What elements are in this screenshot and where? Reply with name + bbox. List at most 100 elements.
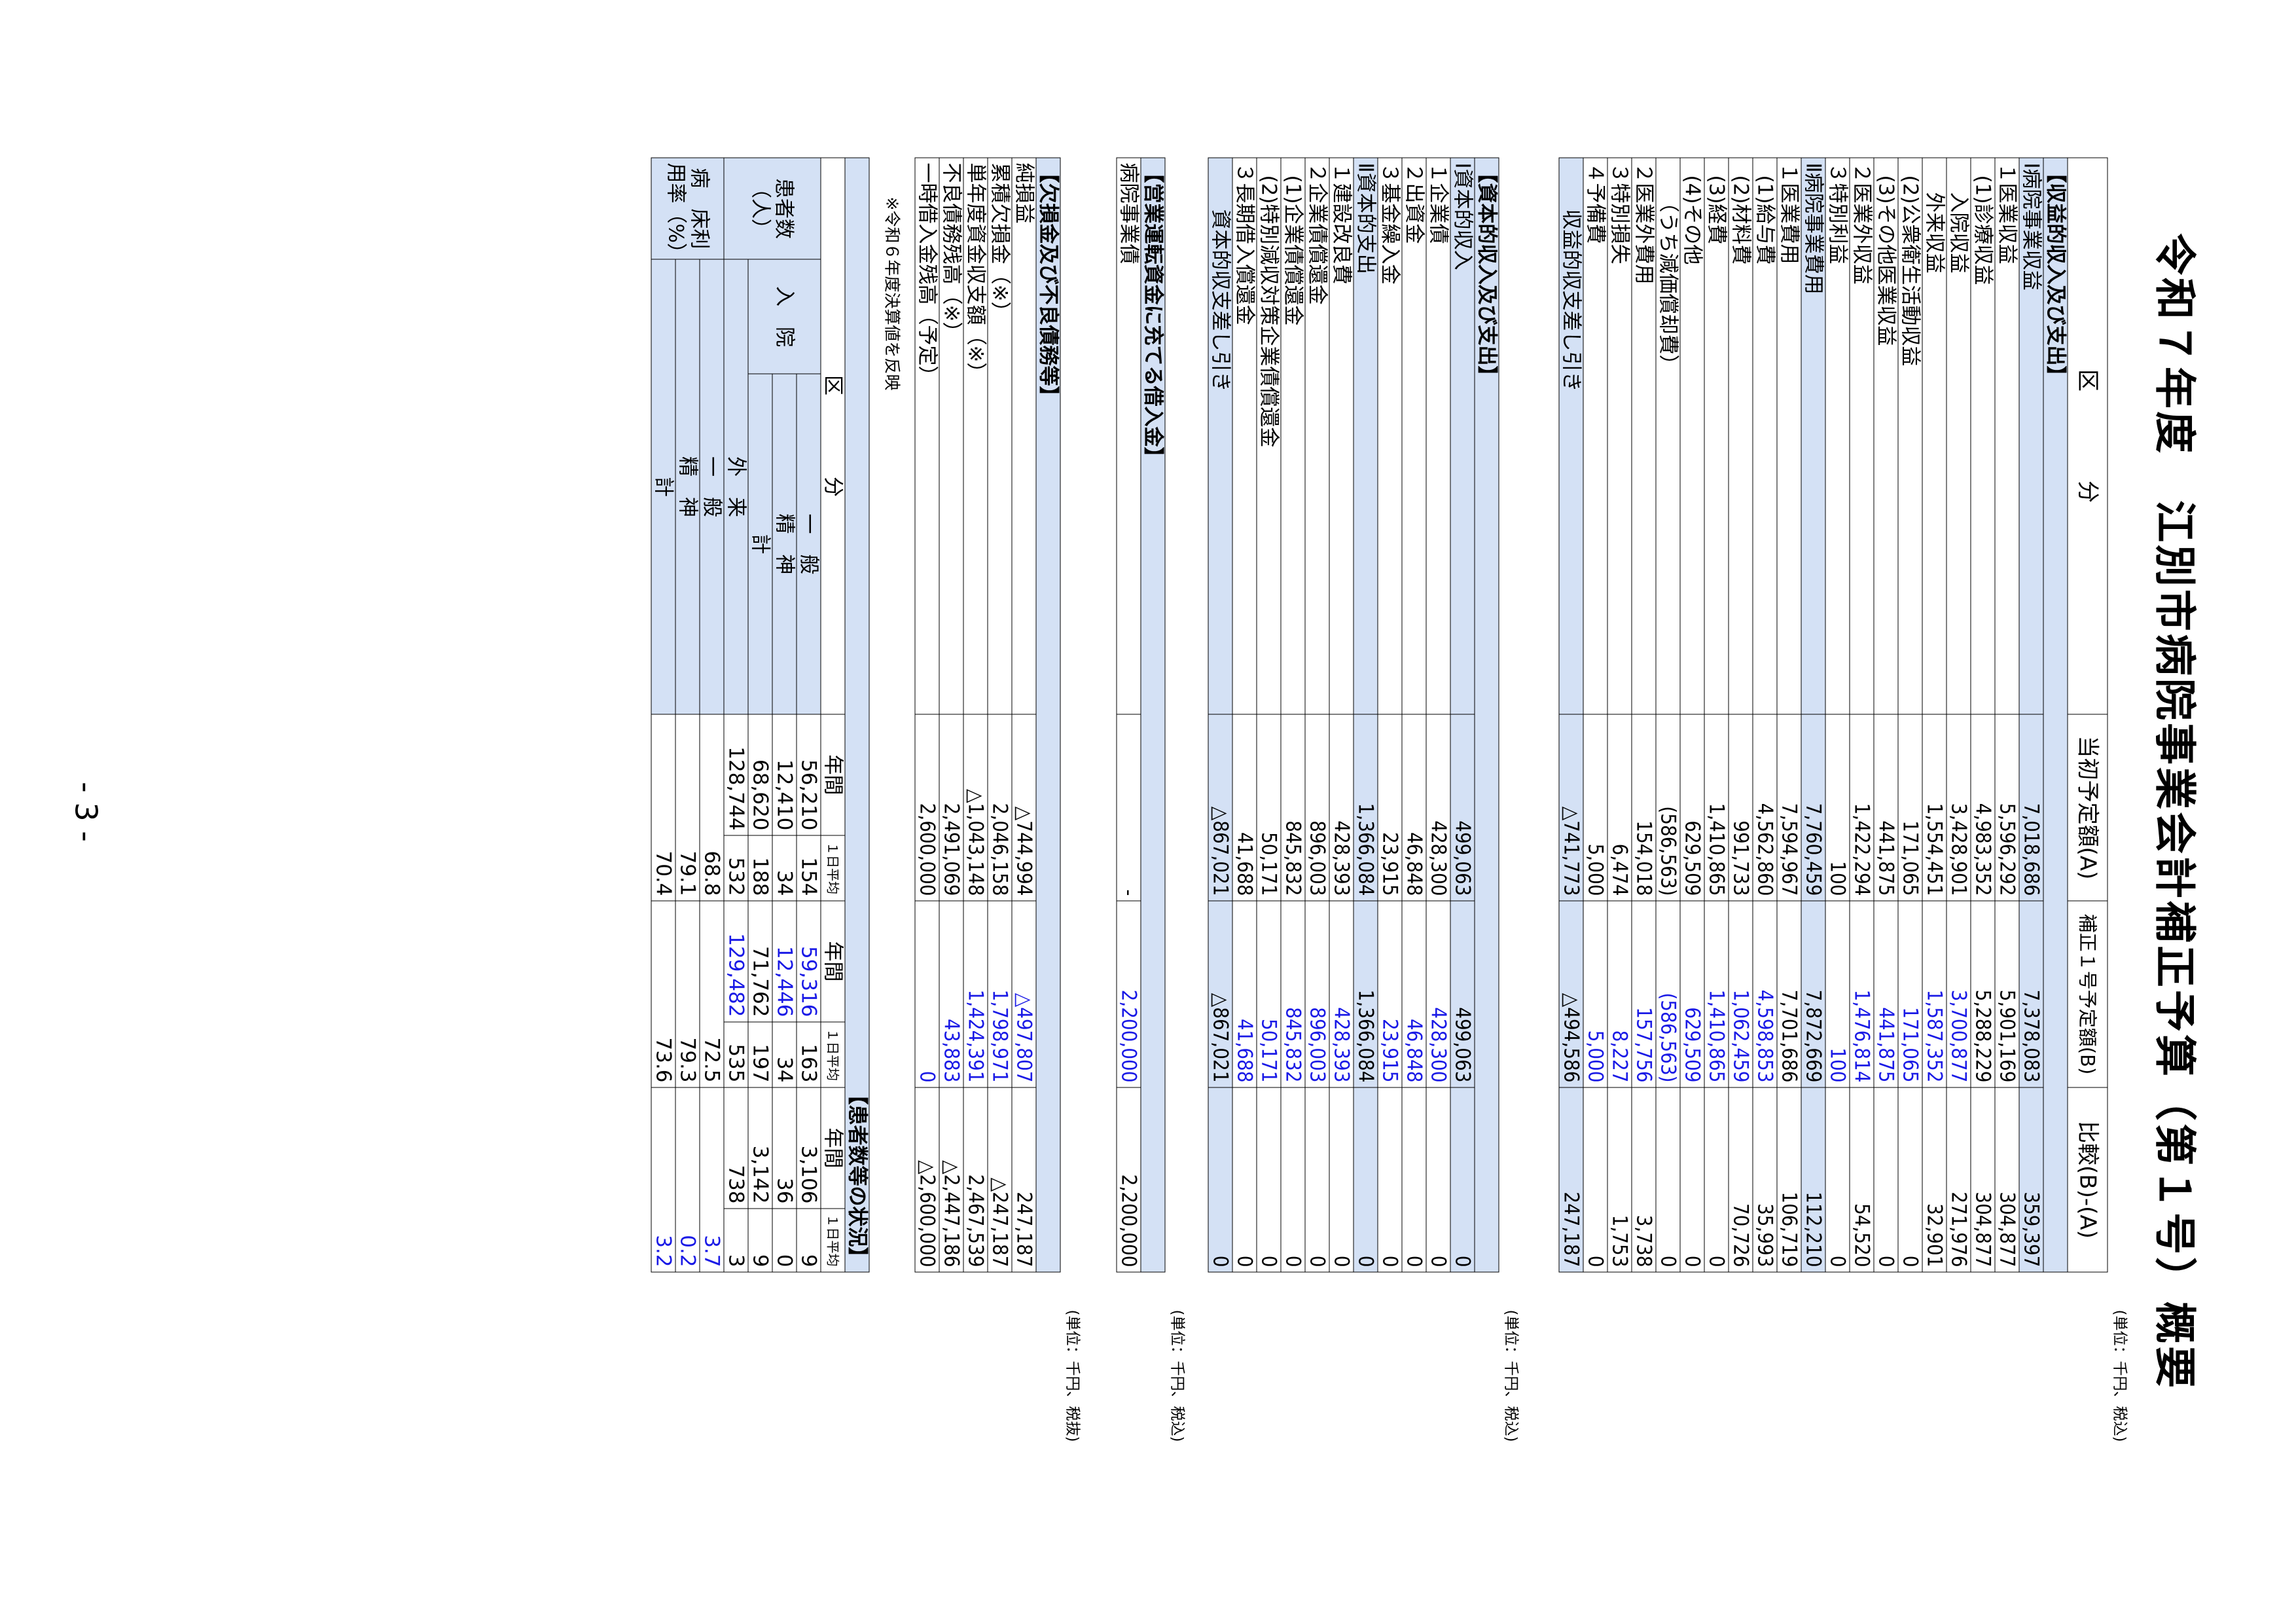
row-label: Ⅰ病院事業収益 — [2018, 157, 2043, 714]
in-total-c2: 9 — [747, 1208, 772, 1272]
difference-amount: 54,520 — [1849, 1087, 1874, 1272]
row-label: (1)診療収益 — [1970, 157, 1995, 714]
annual-header-initial: 年間 — [820, 714, 845, 835]
row-label: (2)特別減収対策企業債償還金 — [1256, 157, 1281, 714]
in-general-a2: 154 — [796, 835, 821, 901]
initial-amount: 171,065 — [1897, 714, 1922, 901]
daily-header-revised: １日平均 — [820, 1021, 845, 1087]
bed-psych-a: 79.1 — [675, 714, 700, 901]
revised-amount: 46,848 — [1401, 900, 1426, 1087]
budget-row: ３長期借入償還金 41,688 41,688 0 — [1232, 157, 1257, 1272]
row-label: 収益的収支差し引き — [1558, 157, 1583, 714]
page-title: 令和７年度 江別市病院事業会計補正予算（第１号）概要 — [2149, 232, 2198, 1391]
inpatient-total-label: 計 — [747, 373, 772, 714]
initial-amount: △741,773 — [1558, 714, 1583, 901]
patients-table: 【患者数等の状況】 区 分 年間 １日平均 年間 １日平均 年間 １日平均 患者… — [651, 157, 869, 1272]
difference-amount: 0 — [1426, 1087, 1450, 1272]
difference-amount: △247,187 — [987, 1087, 1012, 1272]
difference-amount: 0 — [1583, 1087, 1607, 1272]
in-general-a1: 56,210 — [796, 714, 821, 835]
bed-general-b: 72.5 — [699, 900, 724, 1087]
row-label: ３長期借入償還金 — [1232, 157, 1257, 714]
row-label: 単年度資金収支額（※） — [963, 157, 988, 714]
row-label: （うち減価償却費） — [1655, 157, 1680, 714]
patients-header-category: 区 分 — [820, 157, 845, 714]
difference-amount: 0 — [1450, 1087, 1475, 1272]
budget-row: １医業費用 7,594,967 7,701,686 106,719 — [1776, 157, 1801, 1272]
difference-amount: 0 — [1256, 1087, 1281, 1272]
difference-amount: △2,447,186 — [939, 1087, 963, 1272]
annual-header-revised: 年間 — [820, 900, 845, 1022]
row-label: ２医業外収益 — [1849, 157, 1874, 714]
revised-amount: 157,756 — [1631, 900, 1656, 1087]
row-label: ２出資金 — [1401, 157, 1426, 714]
revised-amount: 41,688 — [1232, 900, 1257, 1087]
initial-amount: 428,393 — [1329, 714, 1354, 901]
budget-row: １医業収益 5,596,292 5,901,169 304,877 — [1994, 157, 2019, 1272]
budget-row: Ⅰ病院事業収益 7,018,686 7,378,083 359,397 — [2018, 157, 2043, 1272]
initial-amount: 4,562,860 — [1752, 714, 1777, 901]
initial-amount: 1,554,451 — [1922, 714, 1946, 901]
unit-label-deficit: (単位：千円、税抜) — [1064, 1309, 1081, 1442]
bed-total-c: 3.2 — [651, 1087, 675, 1272]
revised-amount: 2,200,000 — [1116, 900, 1141, 1087]
difference-amount: 0 — [1704, 1087, 1729, 1272]
budget-row: Ⅱ資本的支出 1,366,084 1,366,084 0 — [1353, 157, 1378, 1272]
difference-amount: 106,719 — [1776, 1087, 1801, 1272]
general-label: 一 般 — [796, 373, 821, 714]
row-label: 入院収益 — [1946, 157, 1971, 714]
outpatient-a1: 128,744 — [723, 714, 748, 835]
budget-row: 不良債務残高（※） 2,491,069 43,883 △2,447,186 — [939, 157, 963, 1272]
difference-amount: 0 — [1208, 1087, 1232, 1272]
budget-row: Ⅰ資本的収入 499,063 499,063 0 — [1450, 157, 1475, 1272]
initial-amount: 2,600,000 — [914, 714, 939, 901]
row-label: ３特別利益 — [1825, 157, 1850, 714]
difference-amount: 32,901 — [1922, 1087, 1946, 1272]
budget-row: 資本的収支差し引き △867,021 △867,021 0 — [1208, 157, 1232, 1272]
difference-amount: 0 — [1304, 1087, 1329, 1272]
row-label: 不良債務残高（※） — [939, 157, 963, 714]
row-label: (2)公衆衛生活動収益 — [1897, 157, 1922, 714]
budget-row: 一時借入金残高（予定） 2,600,000 0 △2,600,000 — [914, 157, 939, 1272]
column-header-revised: 補正１号予定額(B) — [2067, 900, 2108, 1087]
patients-count-label: 患者数（人） — [723, 157, 821, 259]
difference-amount: 271,976 — [1946, 1087, 1971, 1272]
row-label: 純損益 — [1011, 157, 1036, 714]
difference-amount: 70,726 — [1728, 1087, 1753, 1272]
initial-amount: 46,848 — [1401, 714, 1426, 901]
deficit-table: 【欠損金及び不良債務等】 純損益 △744,994 △497,807 247,187 累… — [914, 157, 1060, 1272]
budget-row: ３特別損失 6,474 8,227 1,753 — [1607, 157, 1632, 1272]
in-general-b2: 163 — [796, 1021, 821, 1087]
section-title-income: 【収益的収入及び支出】 — [2043, 157, 2068, 1272]
initial-amount: 845,832 — [1280, 714, 1305, 901]
row-label: (3)その他医業収益 — [1873, 157, 1898, 714]
revised-amount: 499,063 — [1450, 900, 1475, 1087]
budget-row: 単年度資金収支額（※） △1,043,148 1,424,391 2,467,539 — [963, 157, 988, 1272]
in-general-c1: 3,106 — [796, 1087, 821, 1209]
section-title-loan: 【営業運転資金に充てる借入金】 — [1140, 157, 1165, 1272]
initial-amount: 428,300 — [1426, 714, 1450, 901]
row-label: 資本的収支差し引き — [1208, 157, 1232, 714]
bed-usage-label: 病 床利用率（%） — [651, 157, 724, 259]
in-total-c1: 3,142 — [747, 1087, 772, 1209]
difference-amount: 0 — [1280, 1087, 1305, 1272]
budget-row: ３基金繰入金 23,915 23,915 0 — [1377, 157, 1402, 1272]
row-label: (2)材料費 — [1728, 157, 1753, 714]
outpatient-c1: 738 — [723, 1087, 748, 1209]
revised-amount: 7,378,083 — [2018, 900, 2043, 1087]
operating-loan-table: 【営業運転資金に充てる借入金】 病院事業債 -2,200,000 2,200,000 — [1116, 157, 1165, 1272]
deficit-note: ※令和６年度決算値を反映 — [882, 196, 901, 390]
daily-header-diff: １日平均 — [820, 1208, 845, 1272]
initial-amount: - — [1116, 714, 1141, 901]
initial-amount: 41,688 — [1232, 714, 1257, 901]
row-label: １医業収益 — [1994, 157, 2019, 714]
in-total-b2: 197 — [747, 1021, 772, 1087]
initial-amount: 2,491,069 — [939, 714, 963, 901]
budget-row: (2)公衆衛生活動収益 171,065 171,065 0 — [1897, 157, 1922, 1272]
budget-row: ２企業債償還金 896,003 896,003 0 — [1304, 157, 1329, 1272]
revised-amount: 5,901,169 — [1994, 900, 2019, 1087]
budget-row: (2)材料費 991,733 1,062,459 70,726 — [1728, 157, 1753, 1272]
row-label: Ⅰ資本的収入 — [1450, 157, 1475, 714]
revised-amount: 1,410,865 — [1704, 900, 1729, 1087]
